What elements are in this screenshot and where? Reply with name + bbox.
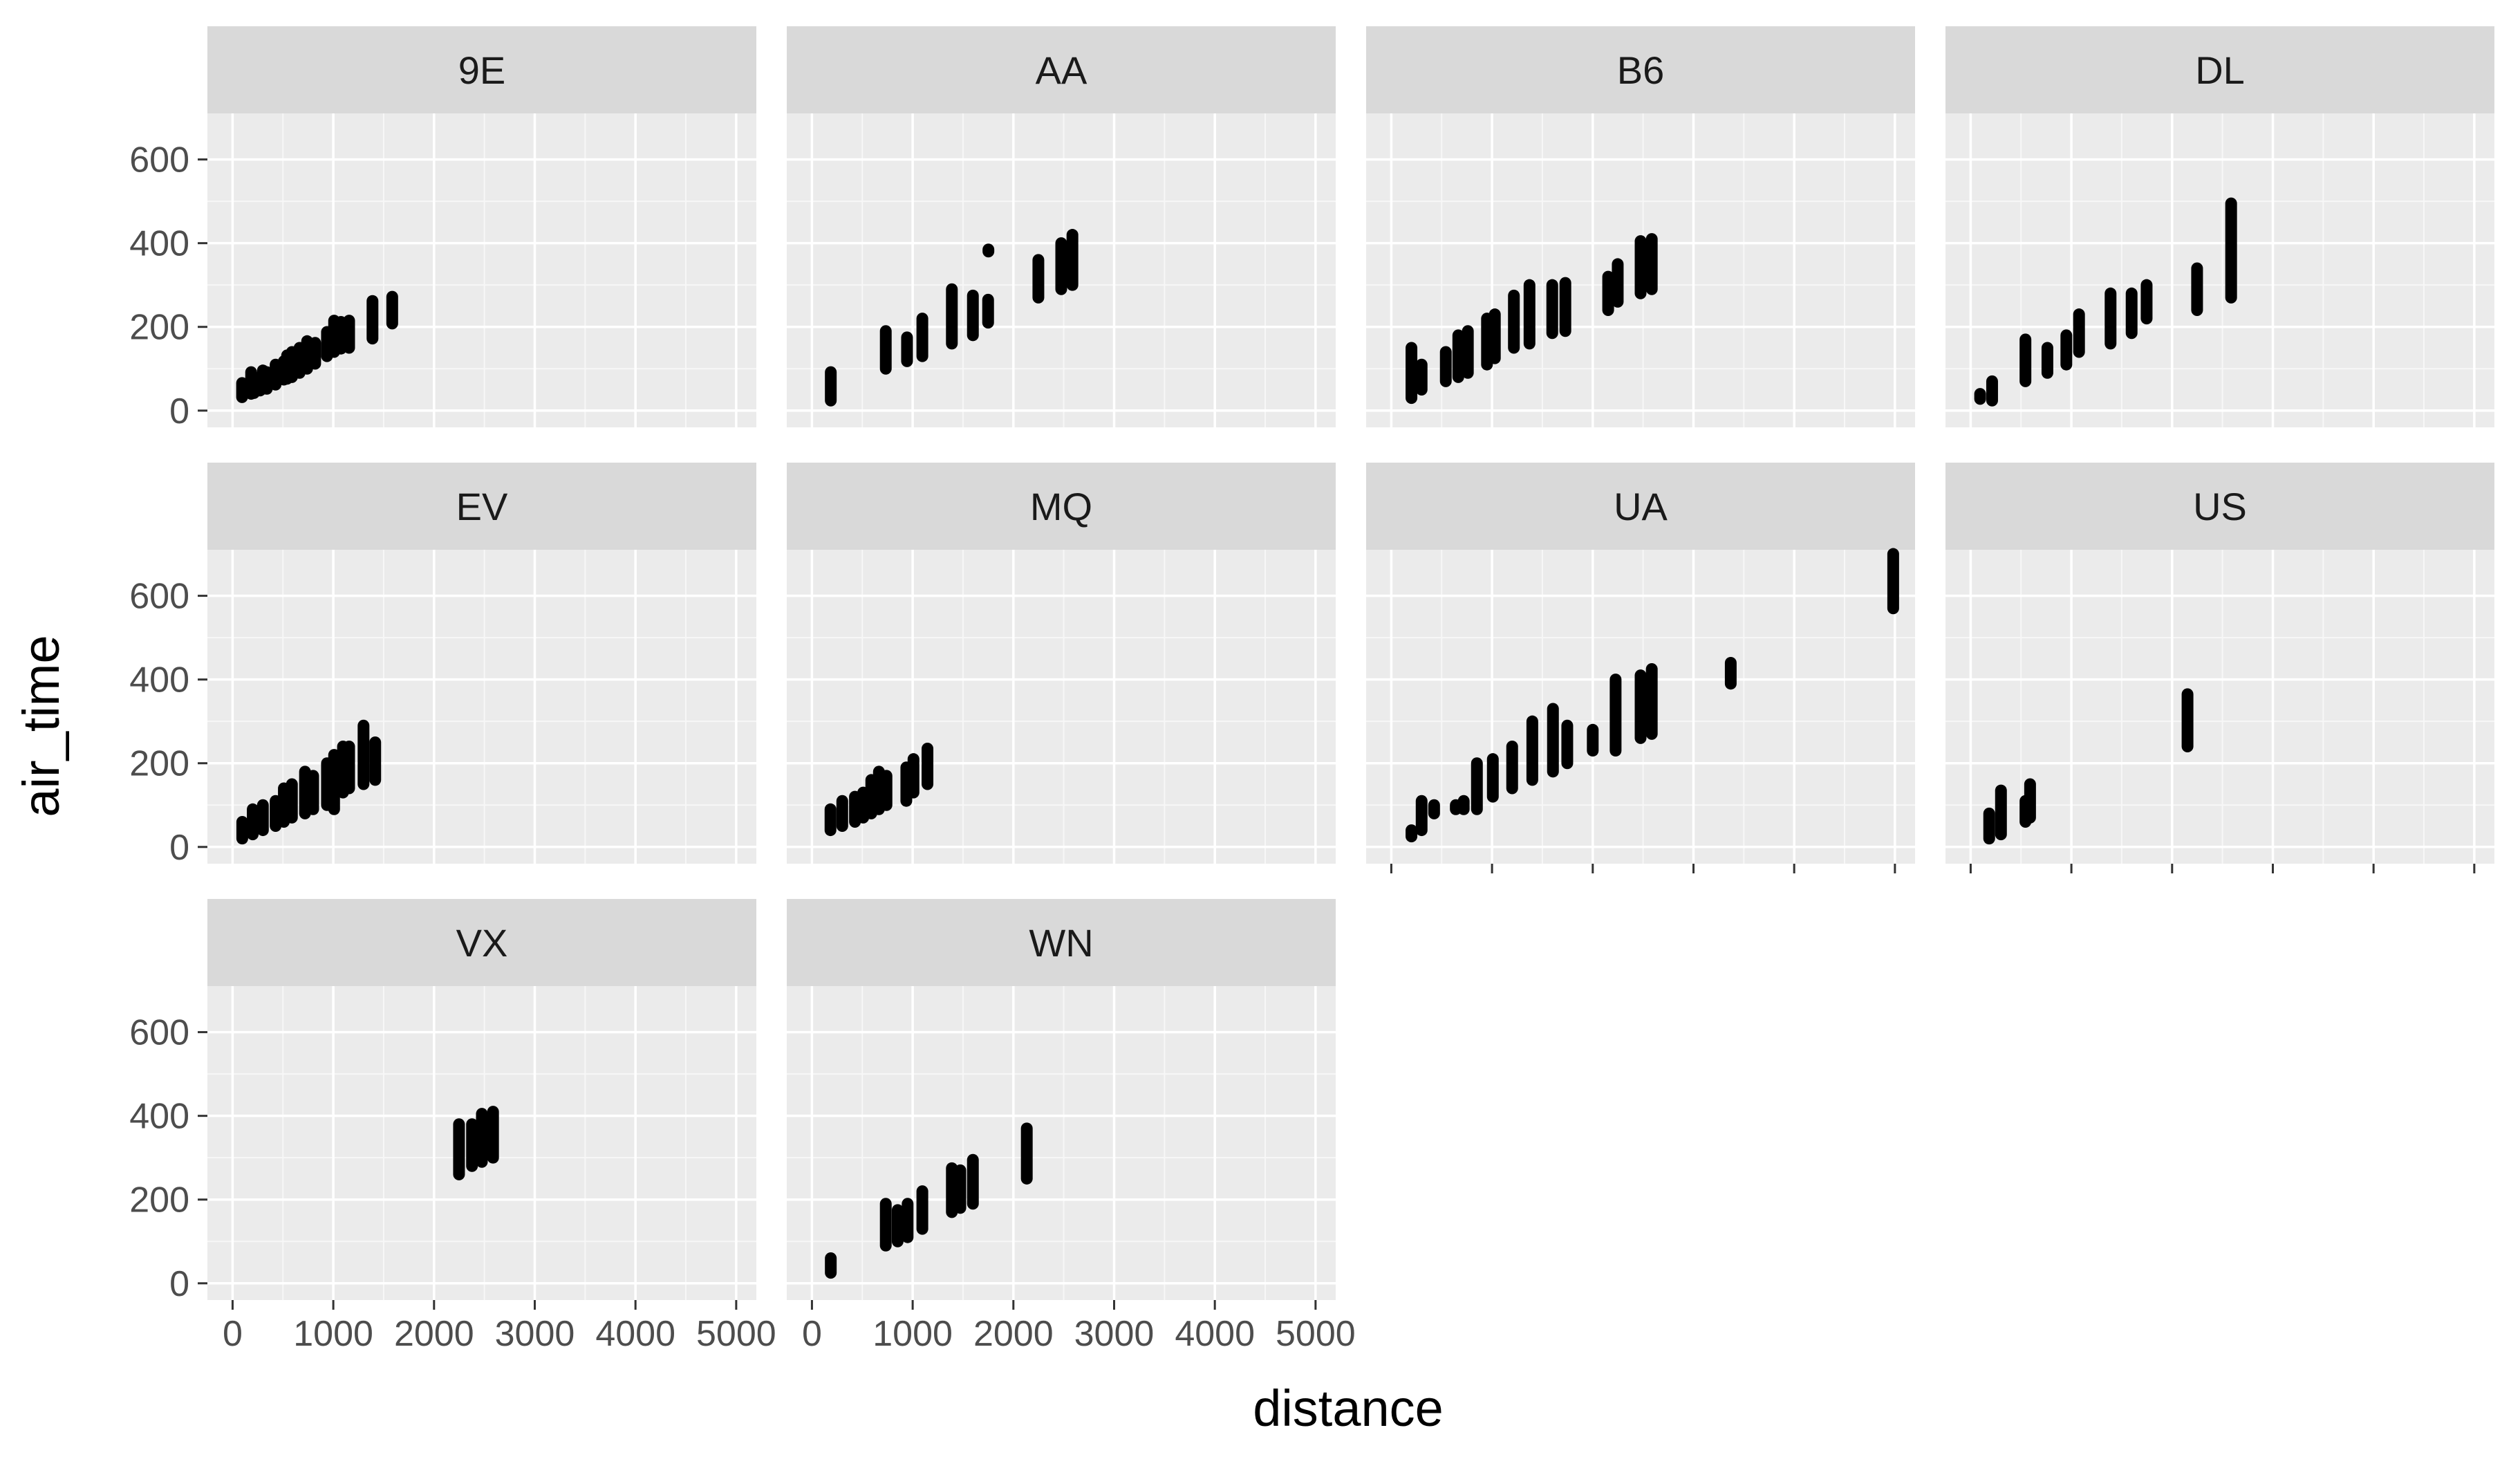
facet-strip-label: B6	[1617, 48, 1665, 92]
points-aa	[825, 229, 1079, 407]
panel-background	[207, 550, 756, 864]
facet-strip	[1366, 463, 1915, 550]
facet-panel-b6: B6	[1366, 26, 1915, 427]
facet-strip-label: MQ	[1030, 485, 1092, 528]
y-tick-label: 600	[129, 577, 189, 617]
facet-strip	[787, 899, 1336, 986]
points-ua	[1406, 548, 1899, 843]
facet-strip-label: WN	[1029, 921, 1093, 965]
x-tick-label: 0	[802, 1314, 822, 1354]
x-tick-label: 0	[223, 1314, 243, 1354]
facet-strip-label: 9E	[458, 48, 506, 92]
facet-strip-label: DL	[2195, 48, 2245, 92]
y-tick-label: 200	[129, 308, 189, 348]
facet-strip	[207, 26, 756, 113]
points-vx	[453, 1106, 499, 1180]
y-tick-label: 600	[129, 140, 189, 180]
points-wn	[825, 1122, 1033, 1279]
y-tick-label: 400	[129, 1097, 189, 1137]
facet-strip-label: AA	[1036, 48, 1088, 92]
y-tick-label: 0	[169, 391, 189, 432]
points-us	[1983, 688, 2194, 845]
x-tick-label: 1000	[293, 1314, 373, 1354]
x-tick-label: 1000	[872, 1314, 953, 1354]
facet-panel-aa: AA	[787, 26, 1336, 427]
panel-background	[1945, 550, 2494, 864]
x-tick-label: 2000	[973, 1314, 1054, 1354]
y-tick-label: 0	[169, 1264, 189, 1304]
facet-strip-label: VX	[456, 921, 508, 965]
x-tick-label: 3000	[1074, 1314, 1155, 1354]
y-tick-label: 200	[129, 1180, 189, 1221]
x-axis-title: distance	[1253, 1380, 1444, 1437]
facet-strip-label: EV	[456, 485, 508, 528]
x-tick-label: 5000	[696, 1314, 776, 1354]
x-tick-label: 5000	[1276, 1314, 1356, 1354]
facet-strip	[207, 463, 756, 550]
points-b6	[1406, 233, 1658, 405]
facet-strip	[787, 463, 1336, 550]
points-mq	[824, 743, 934, 837]
facet-strip	[207, 899, 756, 986]
facet-strip	[1945, 463, 2494, 550]
facet-panel-mq: MQ	[787, 463, 1336, 864]
x-tick-label: 4000	[1175, 1314, 1255, 1354]
facet-strip	[787, 26, 1336, 113]
x-tick-label: 4000	[595, 1314, 675, 1354]
facet-panels: 9E 0 200 400 600 AA B6 DL EV 0 200 400 600 MQ UA US VX 0 2…	[129, 26, 2494, 1354]
panel-background	[1945, 113, 2494, 427]
y-tick-label: 600	[129, 1013, 189, 1053]
panel-background	[787, 986, 1336, 1300]
x-tick-label: 2000	[394, 1314, 474, 1354]
points-9e	[236, 290, 398, 403]
y-tick-label: 0	[169, 828, 189, 868]
points-ev	[236, 719, 382, 845]
y-tick-label: 200	[129, 744, 189, 784]
facet-panel-9e: 9E 0 200 400 600	[129, 26, 756, 432]
facet-panel-vx: VX 0 200 400 600 0 1000 2000 3000 4000 5000	[129, 899, 776, 1354]
facet-panel-ua: UA	[1366, 463, 1915, 873]
y-tick-label: 400	[129, 224, 189, 264]
points-dl	[1974, 197, 2237, 407]
facet-strip-label: US	[2193, 485, 2247, 528]
x-tick-label: 3000	[495, 1314, 575, 1354]
facet-strip-label: UA	[1614, 485, 1668, 528]
facet-panel-wn: WN 0 1000 2000 3000 4000 5000	[787, 899, 1356, 1354]
facet-panel-dl: DL	[1945, 26, 2494, 427]
facet-panel-us: US	[1945, 463, 2494, 873]
facet-strip	[1945, 26, 2494, 113]
y-tick-label: 400	[129, 660, 189, 700]
y-axis-title: air_time	[12, 635, 70, 817]
facet-panel-ev: EV 0 200 400 600	[129, 463, 756, 868]
facet-strip	[1366, 26, 1915, 113]
